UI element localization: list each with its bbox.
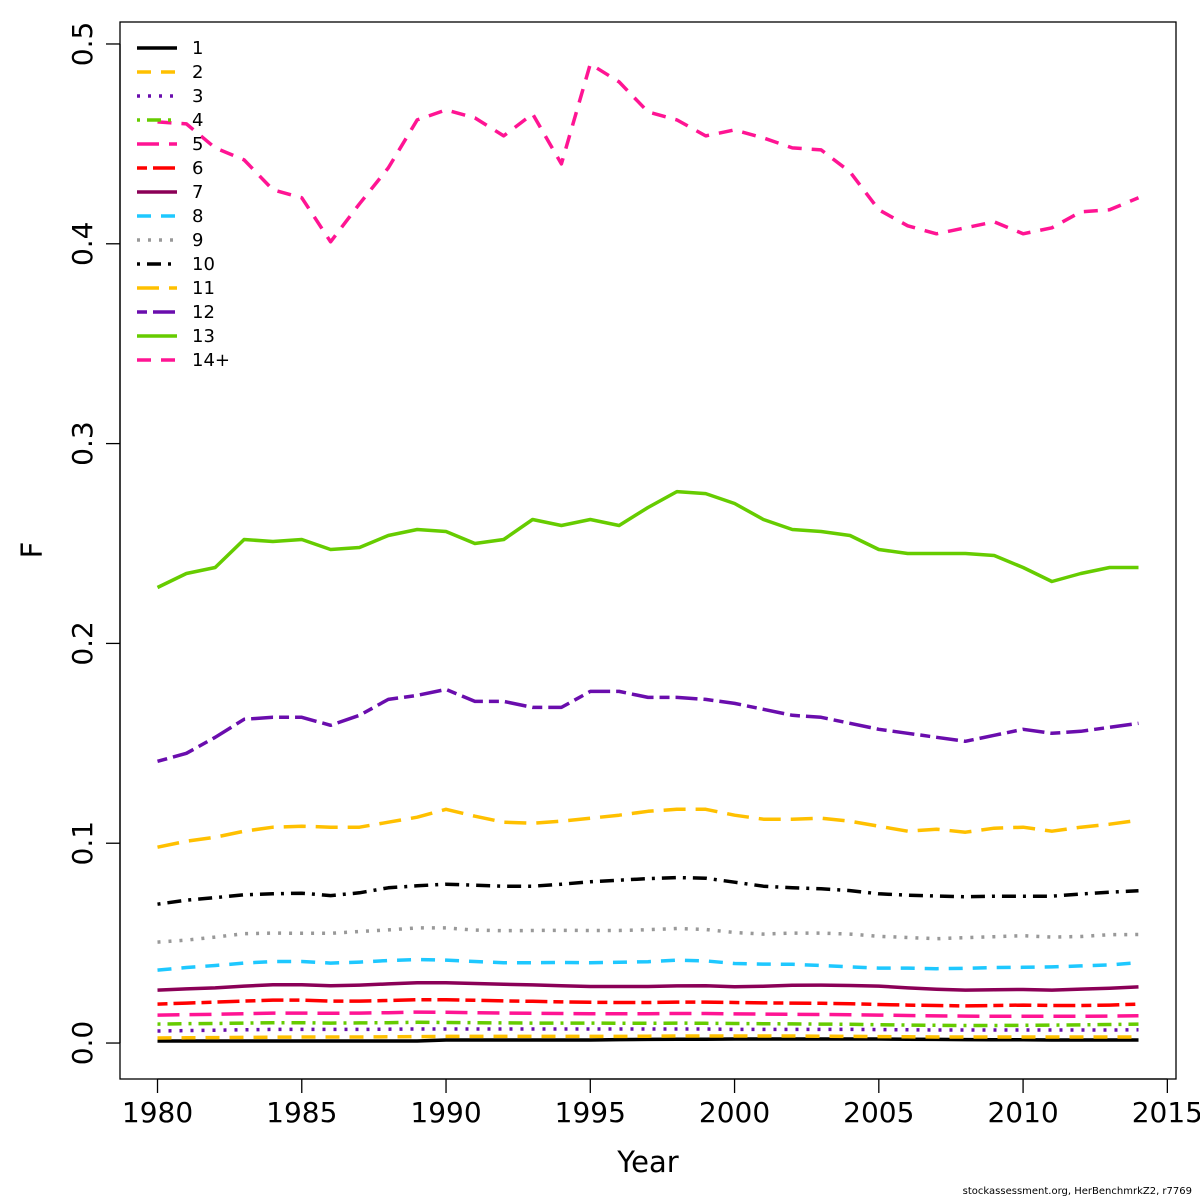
series-line-7 bbox=[157, 980, 1139, 992]
series-line-5 bbox=[157, 1010, 1139, 1019]
series-line-13 bbox=[156, 489, 1139, 590]
x-tick-label: 1995 bbox=[555, 1096, 626, 1129]
series-line-3 bbox=[157, 1027, 1139, 1033]
legend-label: 7 bbox=[192, 182, 203, 203]
y-tick-label: 0.1 bbox=[66, 821, 99, 866]
series-line-11 bbox=[157, 807, 1139, 849]
y-tick-label: 0.2 bbox=[66, 621, 99, 666]
x-tick-label: 1980 bbox=[122, 1096, 193, 1129]
x-tick-label: 2015 bbox=[1132, 1096, 1200, 1129]
legend-label: 1 bbox=[192, 38, 203, 59]
x-tick-label: 2000 bbox=[699, 1096, 770, 1129]
series-line-9 bbox=[157, 926, 1139, 944]
y-tick-label: 0.0 bbox=[66, 1021, 99, 1066]
legend-label: 10 bbox=[192, 254, 215, 275]
legend-label: 6 bbox=[192, 158, 203, 179]
series-line-1 bbox=[157, 1037, 1139, 1043]
y-axis: 0.0 0.1 0.2 0.3 0.4 0.5 bbox=[66, 22, 121, 1066]
y-tick-label: 0.3 bbox=[66, 421, 99, 466]
series-line-12 bbox=[157, 687, 1139, 763]
legend-label: 2 bbox=[192, 62, 203, 83]
legend-label: 8 bbox=[192, 206, 203, 227]
x-tick-label: 2005 bbox=[843, 1096, 914, 1129]
x-axis-title: Year bbox=[616, 1145, 678, 1179]
series-line-4 bbox=[157, 1020, 1139, 1028]
series-layer bbox=[156, 62, 1140, 1043]
y-tick-label: 0.4 bbox=[66, 222, 99, 267]
legend-label: 12 bbox=[192, 302, 215, 323]
legend-label: 11 bbox=[192, 278, 215, 299]
series-line-6 bbox=[157, 997, 1139, 1008]
legend-label: 4 bbox=[192, 110, 203, 131]
legend-label: 13 bbox=[192, 326, 215, 347]
legend-label: 9 bbox=[192, 230, 203, 251]
legend-label: 3 bbox=[192, 86, 203, 107]
legend-label: 14+ bbox=[192, 350, 230, 371]
y-axis-title: F bbox=[15, 542, 49, 559]
footer-credit: stockassessment.org, HerBenchmrkZ2, r776… bbox=[962, 1186, 1192, 1197]
legend-label: 5 bbox=[192, 134, 203, 155]
x-tick-label: 2010 bbox=[987, 1096, 1058, 1129]
series-line-14plus bbox=[157, 62, 1140, 244]
x-tick-label: 1990 bbox=[410, 1096, 481, 1129]
series-line-8 bbox=[157, 957, 1139, 972]
x-tick-label: 1985 bbox=[266, 1096, 337, 1129]
plot-frame bbox=[119, 21, 1177, 1080]
y-tick-label: 0.5 bbox=[66, 22, 99, 67]
x-axis: 1980 1985 1990 1995 2000 2005 2010 2015 bbox=[122, 1078, 1200, 1129]
series-line-2 bbox=[157, 1034, 1139, 1040]
series-line-10 bbox=[157, 875, 1139, 906]
